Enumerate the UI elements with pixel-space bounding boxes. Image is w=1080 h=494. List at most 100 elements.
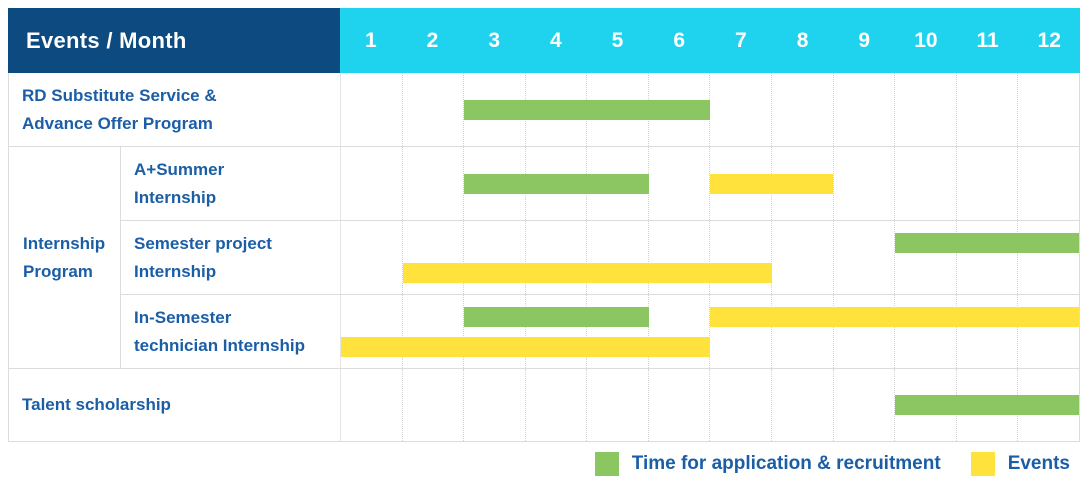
month-cell [401, 295, 464, 368]
month-cell [647, 369, 710, 441]
events-month-table: Events / Month 1 2 3 4 5 6 7 8 9 10 11 12 RD Substi… [8, 8, 1080, 442]
month-cell [586, 295, 648, 368]
row-label-text: In-Semester [134, 307, 232, 327]
month-cell [524, 295, 587, 368]
month-header-9: 9 [858, 28, 871, 52]
month-header-4: 4 [550, 28, 562, 52]
month-cell [955, 221, 1018, 294]
row-month-grid-talent-scholarship [341, 369, 1079, 441]
group-band-internship-program: Internship Program A+Summer Internship Semes… [9, 146, 1079, 368]
row-label-text: RD Substitute Service & [22, 85, 217, 105]
group-subrows: A+Summer Internship Semester project Intern… [121, 147, 1079, 368]
legend-item-application: Time for application & recruitment [594, 452, 941, 476]
header-events-month-title: Events / Month [8, 8, 340, 73]
row-label-text: Advance Offer Program [22, 113, 213, 133]
group-label-text: Internship [23, 233, 106, 253]
month-cell [463, 221, 525, 294]
month-cell [586, 221, 648, 294]
month-cell [832, 73, 895, 146]
month-cell [341, 147, 402, 220]
bar-events-months-7-to-12 [710, 307, 1079, 327]
month-header-2: 2 [426, 28, 439, 52]
row-label-text: Internship [134, 261, 217, 281]
month-cell [832, 221, 895, 294]
month-cell [832, 295, 895, 368]
bar-events-months-7-to-8 [710, 173, 833, 194]
table-row-semester-project-internship: Semester project Internship [121, 220, 1079, 294]
row-label-semester-project-internship: Semester project Internship [121, 221, 341, 294]
row-label-text: Semester project [134, 233, 272, 253]
row-label-in-semester-technician-internship: In-Semester technician Internship [121, 295, 341, 368]
month-cell [341, 221, 402, 294]
legend-swatch-application [594, 452, 619, 476]
row-month-grid-semester-project-internship [341, 221, 1079, 294]
month-cell [771, 369, 833, 441]
month-cell [1017, 295, 1079, 368]
legend-label-application: Time for application & recruitment [631, 453, 941, 474]
month-cell [463, 295, 525, 368]
group-label-internship-program: Internship Program [9, 147, 121, 368]
month-cell [832, 147, 895, 220]
row-month-grid-in-semester-technician-internship [341, 295, 1079, 368]
month-cell [401, 221, 464, 294]
month-header-12: 12 [1037, 28, 1061, 52]
month-cell [586, 369, 648, 441]
month-cell [894, 221, 956, 294]
row-month-grid-a-plus-summer-internship [341, 147, 1079, 220]
bar-application-months-10-to-12 [894, 233, 1079, 253]
table-row-rd-substitute-advance-offer: RD Substitute Service & Advance Offer Pro… [9, 73, 1079, 146]
legend-item-events: Events [970, 452, 1070, 476]
month-cell [832, 369, 895, 441]
month-header-5: 5 [611, 28, 624, 52]
month-header-1: 1 [364, 28, 377, 52]
row-label-text: Talent scholarship [22, 395, 171, 414]
month-cell [647, 295, 710, 368]
month-cell [524, 369, 587, 441]
month-cell [709, 369, 771, 441]
month-cell [709, 73, 771, 146]
month-cell [401, 369, 464, 441]
month-cell [463, 73, 525, 146]
legend-label-events: Events [1007, 453, 1070, 474]
month-cell [1017, 147, 1079, 220]
month-cell [1017, 221, 1079, 294]
month-cell [955, 147, 1018, 220]
month-header-11: 11 [976, 28, 999, 52]
legend-swatch-events [970, 452, 995, 476]
table-body: RD Substitute Service & Advance Offer Pro… [8, 73, 1080, 442]
row-label-text: Internship [134, 187, 217, 207]
month-cell [463, 369, 525, 441]
month-header-6: 6 [673, 28, 686, 52]
header-months-strip: 1 2 3 4 5 6 7 8 9 10 11 12 [340, 8, 1080, 73]
month-header-3: 3 [488, 28, 501, 52]
month-cell [894, 73, 956, 146]
row-month-grid-rd-substitute-advance-offer [341, 73, 1079, 146]
row-label-text: technician Internship [134, 335, 305, 355]
month-cell [955, 73, 1018, 146]
month-cell [341, 295, 402, 368]
month-cell [647, 221, 710, 294]
row-label-a-plus-summer-internship: A+Summer Internship [121, 147, 341, 220]
table-row-in-semester-technician-internship: In-Semester technician Internship [121, 294, 1079, 368]
month-cell [463, 147, 525, 220]
bar-application-months-3-to-5 [464, 173, 649, 194]
month-cell [955, 295, 1018, 368]
table-row-talent-scholarship: Talent scholarship [9, 368, 1079, 441]
table-header-row: Events / Month 1 2 3 4 5 6 7 8 9 10 11 12 [8, 8, 1080, 73]
bar-application-months-10-to-12 [894, 395, 1079, 415]
month-cell [341, 73, 402, 146]
group-label-text: Program [23, 261, 93, 281]
month-cell [647, 147, 710, 220]
row-label-text: A+Summer [134, 159, 225, 179]
month-cell [709, 147, 771, 220]
bar-events-months-2-to-7 [402, 263, 772, 283]
row-label-talent-scholarship: Talent scholarship [9, 369, 341, 441]
month-cell [709, 295, 771, 368]
month-cell [709, 221, 771, 294]
month-cell [771, 221, 833, 294]
month-cell [1017, 73, 1079, 146]
month-cell [771, 295, 833, 368]
bar-application-months-3-to-6 [464, 99, 710, 120]
month-cell [341, 369, 402, 441]
